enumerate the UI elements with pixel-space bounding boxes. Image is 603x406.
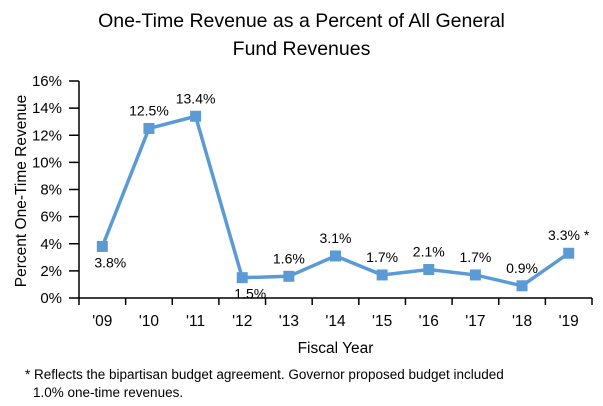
x-tick-label: '16: [419, 313, 439, 330]
y-tick-label: 12%: [32, 127, 62, 144]
data-point-label: 0.9%: [506, 260, 538, 276]
y-tick-label: 8%: [40, 182, 62, 199]
data-point-marker: [330, 250, 341, 262]
data-point-marker: [143, 122, 155, 134]
x-tick-label: '14: [325, 313, 346, 330]
data-point-label: 3.1%: [320, 230, 352, 246]
data-point-label: 1.7%: [366, 249, 398, 265]
chart-title-line2: Fund Revenues: [232, 38, 371, 60]
y-tick-label: 2%: [40, 263, 62, 280]
y-tick-label: 6%: [40, 209, 62, 226]
x-tick-label: '17: [465, 313, 485, 330]
chart-title: One-Time Revenue as a Percent of All Gen…: [0, 7, 603, 63]
data-point-label: 13.4%: [176, 90, 216, 106]
y-tick-label: 0%: [40, 290, 62, 307]
footnote-line1: * Reflects the bipartisan budget agreeme…: [25, 367, 504, 382]
data-point-label: 1.5%: [234, 286, 266, 302]
y-tick-label: 16%: [32, 73, 62, 90]
x-tick-label: '12: [232, 313, 252, 330]
x-tick-label: '15: [372, 313, 392, 330]
data-point-label: 12.5%: [129, 102, 169, 118]
data-point-marker: [96, 240, 108, 252]
x-tick-label: '09: [92, 313, 112, 330]
data-point-label: 3.8%: [94, 254, 126, 270]
data-point-label: 3.3% *: [548, 227, 590, 243]
y-tick-label: 14%: [32, 100, 62, 117]
data-point-marker: [563, 247, 575, 259]
chart-footnote: * Reflects the bipartisan budget agreeme…: [25, 366, 504, 402]
data-point-marker: [469, 269, 481, 281]
y-tick-label: 10%: [32, 154, 62, 171]
x-tick-label: '18: [512, 313, 532, 330]
data-point-marker: [236, 272, 248, 284]
data-point-label: 2.1%: [413, 244, 445, 260]
data-point-label: 1.7%: [459, 249, 491, 265]
data-point-marker: [190, 110, 202, 122]
data-point-marker: [283, 270, 295, 282]
x-tick-label: '11: [186, 313, 205, 330]
x-axis-title: Fiscal Year: [297, 340, 374, 357]
x-tick-label: '19: [559, 313, 579, 330]
x-tick-label: '13: [279, 313, 299, 330]
data-point-marker: [516, 280, 528, 292]
y-tick-label: 4%: [40, 236, 62, 253]
footnote-line2: 1.0% one-time revenues.: [33, 385, 184, 400]
data-point-marker: [423, 264, 435, 276]
chart-title-line1: One-Time Revenue as a Percent of All Gen…: [98, 10, 505, 32]
data-point-label: 1.6%: [273, 250, 305, 266]
data-point-marker: [376, 269, 388, 281]
x-tick-label: '10: [139, 313, 160, 330]
